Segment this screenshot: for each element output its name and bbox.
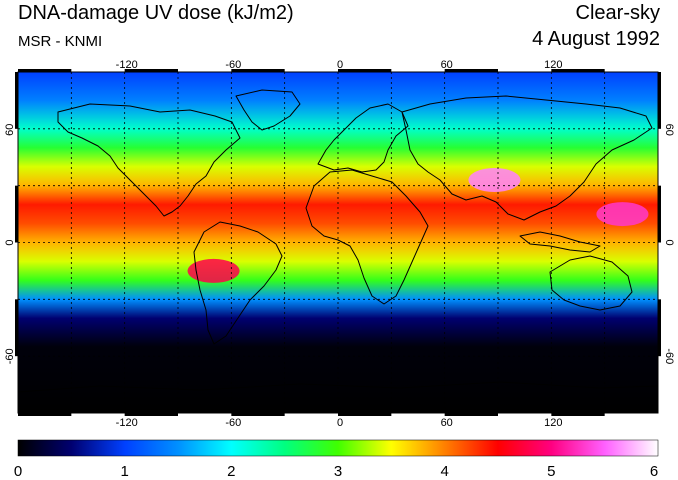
frame-bar-segment — [551, 413, 605, 416]
lon-tick-top: 60 — [441, 59, 453, 71]
lon-tick-top: -60 — [225, 59, 241, 71]
map-subtitle: MSR - KNMI — [18, 33, 103, 50]
bottom-lon-ticks: -120 -60 0 60 120 — [116, 417, 563, 429]
map-title: DNA-damage UV dose (kJ/m2) — [18, 2, 294, 24]
lat-tick-left: 60 — [4, 124, 16, 136]
colorbar-ticks: 0 1 2 3 4 5 6 — [14, 463, 658, 480]
lat-tick-right: 0 — [663, 239, 675, 245]
colorbar-tick-label: 6 — [650, 463, 658, 480]
lon-tick-top: 0 — [337, 59, 343, 71]
indonesia-outline — [519, 231, 601, 253]
dose-hotspots — [187, 167, 649, 283]
frame-bar-segment — [18, 413, 72, 416]
hotspot-western-pacific — [596, 202, 649, 227]
colorbar-tick-label: 4 — [441, 463, 449, 480]
europe-outline — [317, 103, 409, 173]
frame-bar-segment — [658, 185, 661, 243]
frame-bar-segment — [231, 69, 285, 72]
sky-condition: Clear-sky — [575, 2, 660, 24]
map-plot-area — [18, 72, 658, 413]
frame-bar-segment — [231, 413, 285, 416]
continent-outlines — [18, 89, 658, 393]
colorbar — [17, 439, 659, 457]
frame-bar-segment — [15, 185, 18, 243]
frame-bar-segment — [124, 413, 178, 416]
lon-tick-top: 120 — [544, 59, 562, 71]
north-america-outline — [57, 103, 241, 217]
map-date: 4 August 1992 — [532, 28, 660, 50]
frame-bar-segment — [338, 413, 392, 416]
right-lat-ticks: 60 0 -60 — [663, 124, 675, 365]
antarctica-outline — [18, 381, 658, 393]
lon-tick-top: -120 — [116, 59, 138, 71]
lat-tick-right: -60 — [663, 348, 675, 364]
lon-tick-bottom: 0 — [337, 417, 343, 429]
lat-tick-right: 60 — [663, 124, 675, 136]
frame-bar-segment — [658, 299, 661, 357]
frame-bar-segment — [15, 299, 18, 357]
greenland-outline — [235, 89, 301, 131]
frame-bar-segment — [338, 69, 392, 72]
lon-tick-bottom: 120 — [544, 417, 562, 429]
colorbar-tick-label: 5 — [547, 463, 555, 480]
top-lon-ticks: -120 -60 0 60 120 — [116, 59, 563, 71]
left-lat-ticks: 60 0 -60 — [4, 124, 16, 365]
asia-outline — [401, 95, 653, 221]
frame-bar-segment — [15, 72, 18, 129]
lon-tick-bottom: 60 — [441, 417, 453, 429]
colorbar-tick-label: 2 — [227, 463, 235, 480]
colorbar-tick-label: 1 — [121, 463, 129, 480]
frame-bar-segment — [444, 69, 498, 72]
colorbar-tick-label: 0 — [14, 463, 22, 480]
frame-bar-segment — [444, 413, 498, 416]
lat-tick-left: 0 — [4, 239, 16, 245]
lon-tick-bottom: -120 — [116, 417, 138, 429]
lon-tick-bottom: -60 — [225, 417, 241, 429]
map-gridlines — [18, 72, 658, 413]
hotspot-central-andes — [187, 258, 240, 283]
frame-bar-segment — [551, 69, 605, 72]
frame-bar-segment — [658, 72, 661, 129]
colorbar-tick-label: 3 — [334, 463, 342, 480]
hotspot-tibetan-plateau — [468, 167, 521, 192]
south-america-outline — [193, 221, 283, 345]
africa-outline — [305, 169, 429, 305]
frame-bar-segment — [18, 69, 72, 72]
australia-outline — [549, 255, 633, 311]
lat-tick-left: -60 — [4, 348, 16, 364]
frame-bar-segment — [124, 69, 178, 72]
frame-tick-bars — [15, 69, 661, 416]
